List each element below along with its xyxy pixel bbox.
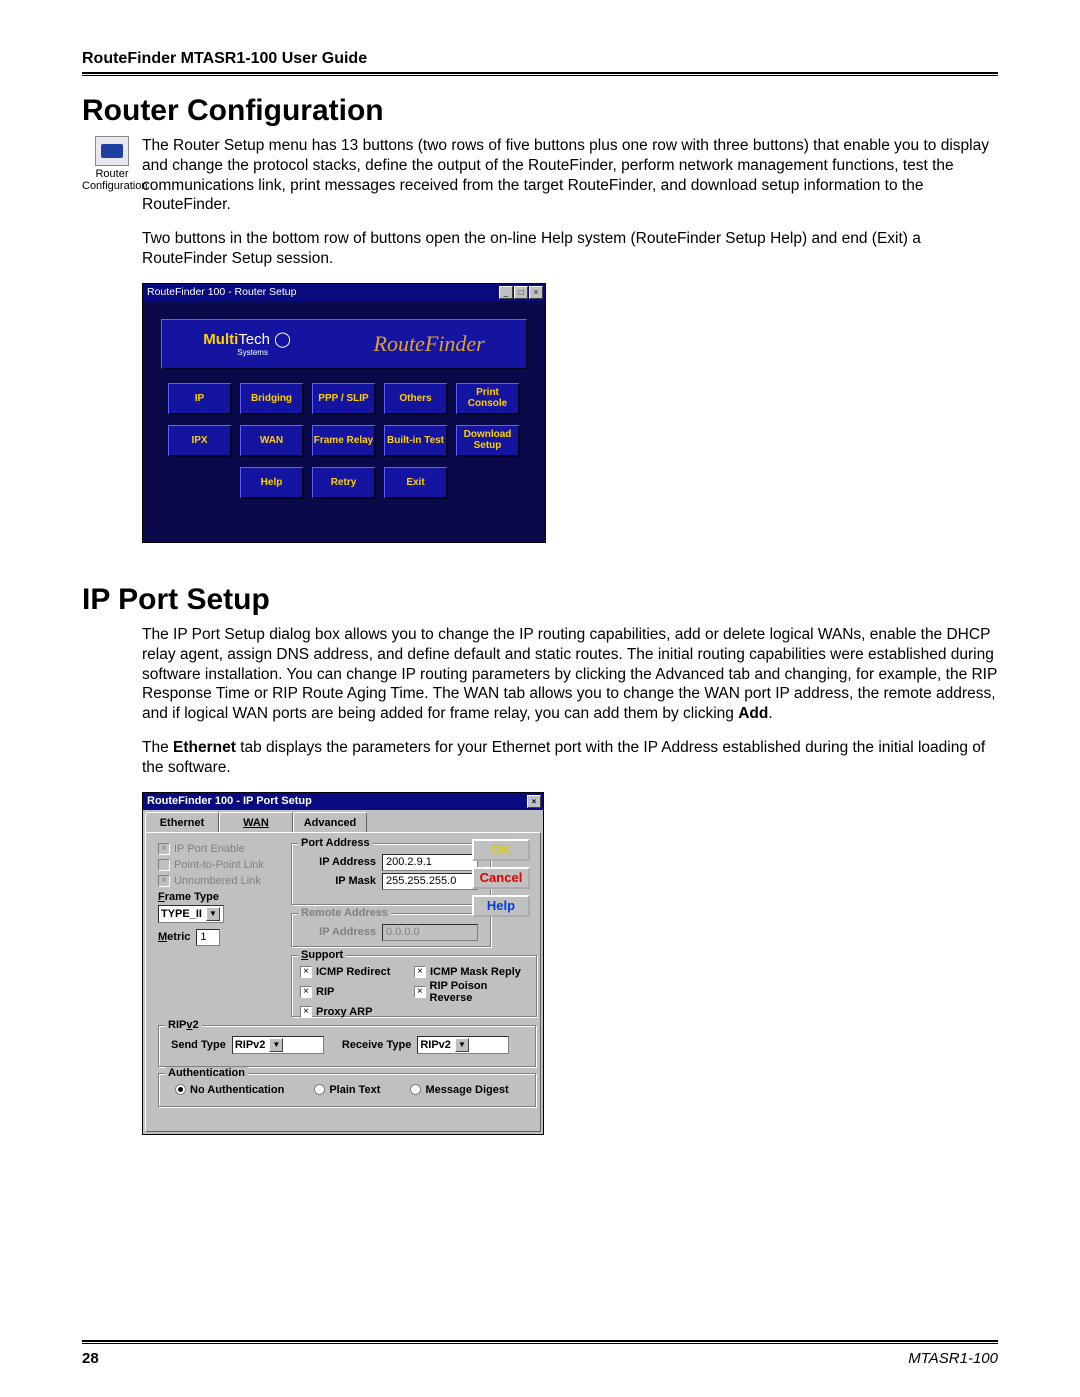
- header-rule: [82, 72, 998, 76]
- rip-poison-checkbox[interactable]: ×RIP Poison Reverse: [414, 980, 528, 1004]
- port-address-group: Port Address IP Address200.2.9.1 IP Mask…: [291, 843, 491, 905]
- ip-button[interactable]: IP: [168, 383, 232, 415]
- doc-header: RouteFinder MTASR1-100 User Guide: [82, 50, 998, 68]
- dialog-titlebar: RouteFinder 100 - IP Port Setup ×: [143, 793, 543, 810]
- close-icon[interactable]: ×: [529, 286, 543, 299]
- routefinder-logo: RouteFinder: [374, 331, 485, 357]
- router-config-icon-col: Router Configuration: [82, 136, 142, 192]
- icmp-mask-reply-checkbox[interactable]: ×ICMP Mask Reply: [414, 966, 528, 978]
- tabstrip: Ethernet WAN Advanced: [143, 812, 543, 832]
- send-type-dropdown[interactable]: RIPv2▼: [232, 1036, 324, 1054]
- port-ip-label: IP Address: [300, 856, 376, 868]
- no-auth-radio[interactable]: No Authentication: [175, 1084, 284, 1096]
- router-setup-window: RouteFinder 100 - Router Setup _ □ × Mul…: [142, 283, 546, 543]
- chevron-down-icon: ▼: [206, 907, 220, 921]
- section2-para1: The IP Port Setup dialog box allows you …: [142, 625, 998, 724]
- others-button[interactable]: Others: [384, 383, 448, 415]
- remote-ip-label: IP Address: [300, 926, 376, 938]
- port-address-title: Port Address: [298, 837, 373, 849]
- port-mask-label: IP Mask: [300, 875, 376, 887]
- authentication-group: Authentication No Authentication Plain T…: [158, 1073, 536, 1107]
- frame-relay-button[interactable]: Frame Relay: [312, 425, 376, 457]
- section-title-ip-port: IP Port Setup: [82, 583, 998, 617]
- dialog-title: RouteFinder 100 - IP Port Setup: [147, 795, 312, 807]
- ip-port-enable-checkbox: ×IP Port Enable: [158, 843, 278, 855]
- doc-footer: 28 MTASR1-100: [82, 1334, 998, 1367]
- ripv2-title: RIPv2: [165, 1019, 202, 1031]
- built-in-test-button[interactable]: Built-in Test: [384, 425, 448, 457]
- section1-para2: Two buttons in the bottom row of buttons…: [142, 229, 998, 269]
- dialog-close-icon[interactable]: ×: [527, 795, 541, 808]
- icmp-redirect-checkbox[interactable]: ×ICMP Redirect: [300, 966, 414, 978]
- wan-button[interactable]: WAN: [240, 425, 304, 457]
- maximize-icon[interactable]: □: [514, 286, 528, 299]
- tab-advanced[interactable]: Advanced: [293, 812, 367, 832]
- message-digest-radio[interactable]: Message Digest: [410, 1084, 508, 1096]
- exit-button[interactable]: Exit: [384, 467, 448, 499]
- metric-field[interactable]: 1: [196, 929, 220, 946]
- router-setup-title: RouteFinder 100 - Router Setup: [147, 286, 296, 298]
- metric-label: Metric: [158, 931, 190, 943]
- tab-ethernet[interactable]: Ethernet: [145, 812, 219, 832]
- retry-button[interactable]: Retry: [312, 467, 376, 499]
- router-setup-titlebar: RouteFinder 100 - Router Setup _ □ ×: [143, 284, 545, 301]
- plain-text-radio[interactable]: Plain Text: [314, 1084, 380, 1096]
- page-number: 28: [82, 1350, 99, 1367]
- print-console-button[interactable]: Print Console: [456, 383, 520, 415]
- help-button[interactable]: Help: [240, 467, 304, 499]
- receive-type-label: Receive Type: [342, 1039, 412, 1051]
- cancel-button[interactable]: Cancel: [472, 867, 530, 889]
- tab-wan[interactable]: WAN: [219, 812, 293, 832]
- router-config-icon: [95, 136, 129, 166]
- send-type-label: Send Type: [171, 1039, 226, 1051]
- footer-model: MTASR1-100: [908, 1350, 998, 1367]
- dialog-help-button[interactable]: Help: [472, 895, 530, 917]
- receive-type-dropdown[interactable]: RIPv2▼: [417, 1036, 509, 1054]
- icon-label-1: Router: [82, 168, 142, 180]
- ptp-link-checkbox: Point-to-Point Link: [158, 859, 278, 871]
- download-setup-button[interactable]: Download Setup: [456, 425, 520, 457]
- remote-address-group: Remote Address IP Address0.0.0.0: [291, 913, 491, 947]
- support-group: Support ×ICMP Redirect ×ICMP Mask Reply …: [291, 955, 537, 1017]
- ppp-slip-button[interactable]: PPP / SLIP: [312, 383, 376, 415]
- section1-para1: The Router Setup menu has 13 buttons (tw…: [142, 136, 998, 215]
- frame-type-dropdown[interactable]: TYPE_II▼: [158, 905, 224, 923]
- bridging-button[interactable]: Bridging: [240, 383, 304, 415]
- rip-checkbox[interactable]: ×RIP: [300, 980, 414, 1004]
- chevron-down-icon: ▼: [455, 1038, 469, 1052]
- ip-port-setup-dialog: RouteFinder 100 - IP Port Setup × Ethern…: [142, 792, 544, 1135]
- ok-button[interactable]: OK: [472, 839, 530, 861]
- unnumbered-link-checkbox: ×Unnumbered Link: [158, 875, 278, 887]
- chevron-down-icon: ▼: [269, 1038, 283, 1052]
- icon-label-2: Configuration: [82, 180, 142, 192]
- authentication-title: Authentication: [165, 1067, 248, 1079]
- port-mask-field[interactable]: 255.255.255.0: [382, 873, 478, 890]
- port-ip-field[interactable]: 200.2.9.1: [382, 854, 478, 871]
- section2-para2: The Ethernet tab displays the parameters…: [142, 738, 998, 778]
- section-title-router-config: Router Configuration: [82, 94, 998, 128]
- frame-type-label: Frame Type: [158, 891, 278, 903]
- footer-rule: [82, 1340, 998, 1344]
- ipx-button[interactable]: IPX: [168, 425, 232, 457]
- remote-address-title: Remote Address: [298, 907, 391, 919]
- support-title: Support: [298, 949, 346, 961]
- remote-ip-field: 0.0.0.0: [382, 924, 478, 941]
- logo-band: MultiTech ◯ Systems RouteFinder: [161, 319, 527, 369]
- ripv2-group: RIPv2 Send Type RIPv2▼ Receive Type RIPv…: [158, 1025, 536, 1067]
- minimize-icon[interactable]: _: [499, 286, 513, 299]
- multitech-logo: MultiTech ◯ Systems: [203, 330, 291, 357]
- proxy-arp-checkbox[interactable]: ×Proxy ARP: [300, 1006, 414, 1018]
